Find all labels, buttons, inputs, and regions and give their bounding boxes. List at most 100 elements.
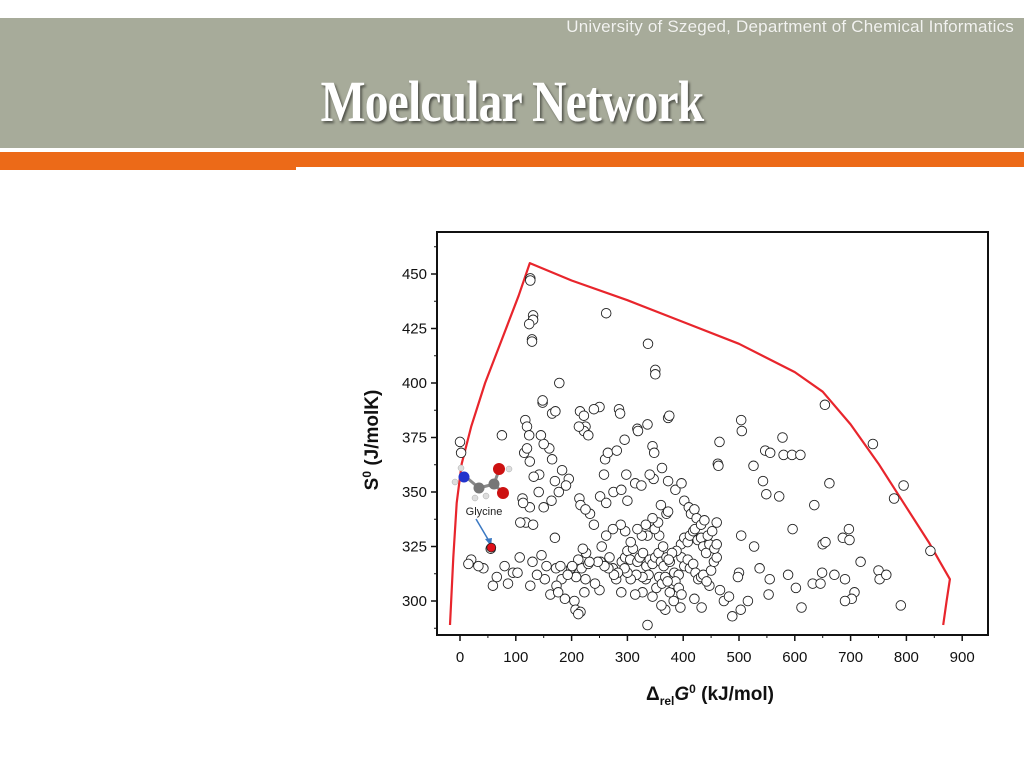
data-point <box>588 519 600 530</box>
x-axis-title-part: rel <box>660 694 675 708</box>
data-point <box>714 584 726 596</box>
data-point <box>538 502 549 513</box>
hydrogen-atom <box>505 465 513 473</box>
data-point <box>625 536 636 548</box>
data-point <box>535 430 547 441</box>
data-point <box>777 432 788 443</box>
data-point <box>598 469 610 480</box>
data-point <box>754 563 765 574</box>
data-point <box>655 499 667 511</box>
data-point <box>596 541 607 552</box>
accent-rule-thin <box>0 167 296 170</box>
x-tick-label: 0 <box>456 649 464 666</box>
data-point <box>553 486 565 498</box>
carbon-atom <box>473 482 485 494</box>
data-point <box>736 425 748 437</box>
data-point <box>675 602 686 613</box>
data-point <box>487 580 499 591</box>
data-point <box>735 604 746 615</box>
glycine-arrow <box>475 518 492 546</box>
data-point <box>787 523 798 535</box>
data-point <box>642 419 653 430</box>
data-point <box>527 556 538 568</box>
x-tick-label: 600 <box>782 649 807 666</box>
data-point <box>588 403 600 415</box>
data-point <box>523 318 535 330</box>
data-point <box>527 519 539 530</box>
x-axis-title-part: Δ <box>646 684 660 705</box>
x-tick-label: 100 <box>503 649 528 666</box>
data-point <box>580 504 591 515</box>
data-point <box>829 569 840 581</box>
data-point <box>714 436 725 448</box>
data-point <box>815 578 826 589</box>
data-point <box>647 512 658 524</box>
data-point <box>727 611 738 622</box>
data-point <box>657 541 669 552</box>
y-axis-title-part: (J/molK) <box>362 390 383 471</box>
data-point <box>539 573 551 585</box>
y-axis-title: S0 (J/molK) <box>360 390 383 491</box>
x-tick-label: 300 <box>615 649 640 666</box>
data-point <box>642 619 653 631</box>
data-point <box>455 447 467 459</box>
data-point <box>676 478 687 489</box>
data-point <box>670 484 681 496</box>
data-point <box>554 377 565 389</box>
data-point <box>748 460 759 472</box>
data-point <box>600 307 612 319</box>
data-point <box>898 480 909 491</box>
x-axis-title: ΔrelG0 (kJ/mol) <box>646 682 774 708</box>
data-point <box>644 469 655 480</box>
x-axis-title-part: (kJ/mol) <box>696 684 774 705</box>
data-point <box>925 545 936 557</box>
hydrogen-atom <box>451 478 459 486</box>
data-point <box>614 408 626 419</box>
data-point <box>711 517 722 528</box>
data-point <box>550 406 561 417</box>
data-point <box>537 395 548 406</box>
data-point <box>580 573 591 585</box>
data-point <box>824 478 835 489</box>
x-tick-label: 700 <box>838 649 863 666</box>
data-point <box>819 399 831 411</box>
y-tick-label: 350 <box>402 484 427 501</box>
data-point <box>662 475 674 487</box>
data-point <box>888 493 900 504</box>
data-point <box>621 469 632 480</box>
data-point <box>763 589 774 600</box>
data-point <box>867 438 879 450</box>
data-point <box>782 569 794 581</box>
y-tick-label: 450 <box>402 266 427 283</box>
hydrogen-atom <box>471 494 479 502</box>
page-title: Moelcular Network <box>320 69 705 134</box>
data-point <box>512 567 523 578</box>
nitrogen-atom <box>458 471 470 483</box>
data-point <box>549 532 561 544</box>
data-point <box>552 587 564 598</box>
data-point <box>757 475 769 487</box>
data-point <box>820 536 831 548</box>
data-point <box>502 578 514 589</box>
data-point <box>662 576 673 587</box>
data-point <box>711 552 722 563</box>
data-point <box>583 430 594 441</box>
data-point <box>636 480 647 491</box>
data-point <box>839 573 851 585</box>
data-point <box>525 580 536 591</box>
x-axis-title-part: 0 <box>689 682 696 696</box>
data-point <box>735 414 747 426</box>
data-point <box>578 410 590 421</box>
data-point <box>642 338 654 350</box>
y-tick-label: 375 <box>402 430 427 447</box>
data-point <box>491 571 503 583</box>
data-point <box>711 539 722 550</box>
data-point <box>556 464 568 476</box>
data-point <box>566 560 578 572</box>
data-point <box>515 517 526 528</box>
x-tick-label: 200 <box>559 649 584 666</box>
data-point <box>577 543 589 554</box>
data-point <box>696 602 707 613</box>
data-point <box>881 569 892 581</box>
